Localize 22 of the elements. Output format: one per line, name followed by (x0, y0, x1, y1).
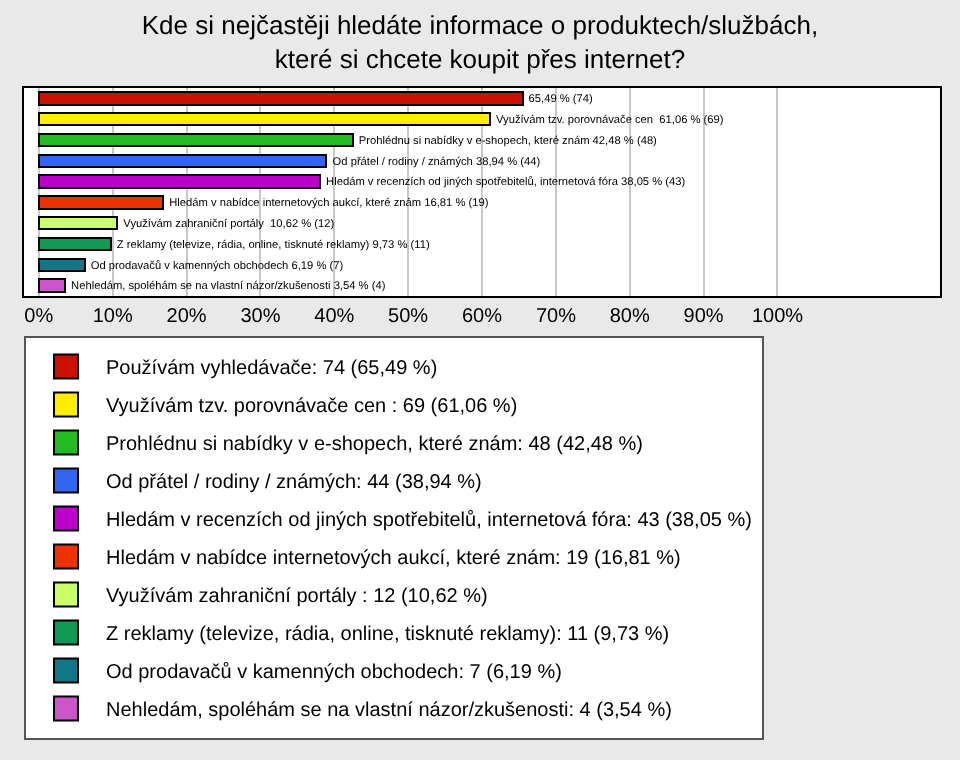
legend-label: Od prodavačů v kamenných obchodech: 7 (6,19 %) (106, 660, 562, 685)
legend-label: Používám vyhledávače: 74 (65,49 %) (106, 358, 438, 381)
x-tick-label: 70% (535, 306, 577, 328)
x-tick-label: 100% (751, 306, 804, 328)
legend-label: Z reklamy (televize, rádia, online, tisknuté reklamy): 11 (9,73 %) (106, 624, 670, 647)
legend-label: Hledám v nabídce internetových aukcí, které znám: 19 (16,81 %) (106, 548, 681, 571)
legend-label: Využívám zahraniční portály : 12 (10,62 %) (106, 586, 488, 609)
legend-label: Od přátel / rodiny / známých: 44 (38,94 %) (106, 472, 482, 495)
x-tick-label: 40% (314, 306, 355, 328)
legend-label: Nehledám, spoléhám se na vlastní názor/zkušenosti: 4 (3,54 %) (106, 700, 672, 723)
x-tick-label: 60% (461, 306, 503, 328)
chart-title: Kde si nejčastěji hledáte informace o produktech/službách, které si chcete koupit přes internet? (141, 10, 819, 74)
x-tick-label: 80% (609, 306, 650, 328)
legend-label: Využívám tzv. porovnávače cen : 69 (61,06 %) (106, 396, 518, 419)
x-tick-label: 0% (24, 306, 54, 328)
x-tick-label: 30% (240, 306, 281, 328)
x-tick-label: 90% (683, 306, 724, 328)
legend-label: Prohlédnu si nabídky v e-shopech, které znám: 48 (42,48 %) (106, 434, 643, 457)
x-tick-label: 20% (166, 306, 207, 328)
legend-label: Hledám v recenzích od jiných spotřebitelů, internetová fóra: 43 (38,05 %) (106, 508, 752, 533)
x-tick-label: 10% (92, 306, 133, 328)
x-tick-label: 50% (388, 306, 429, 328)
